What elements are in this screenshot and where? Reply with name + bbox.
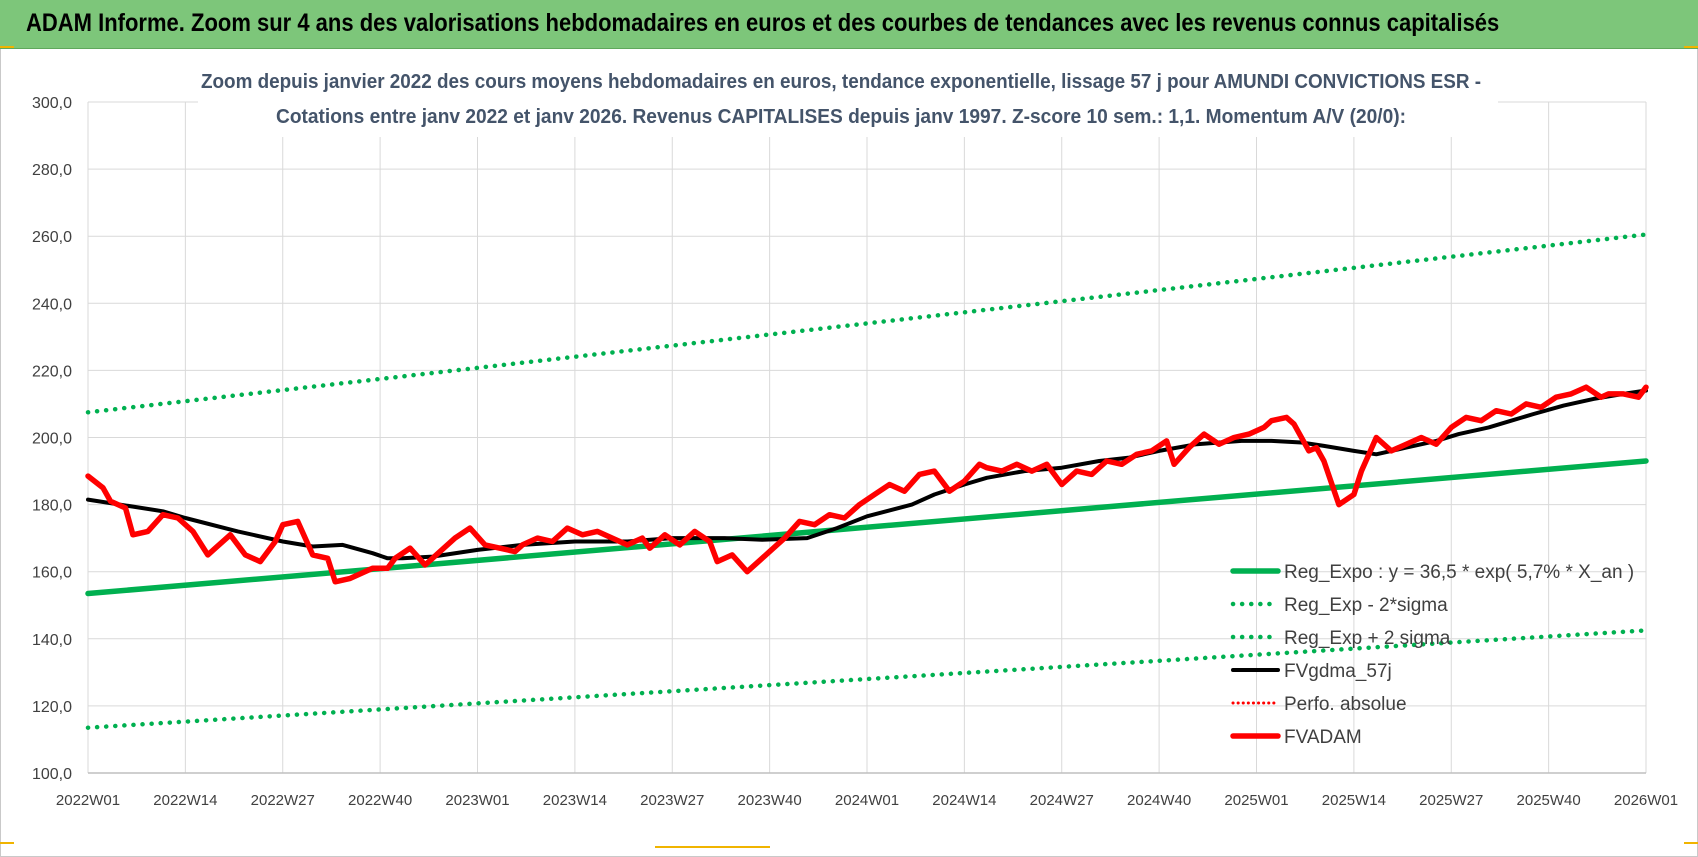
x-tick-label: 2023W01 — [445, 792, 509, 809]
x-tick-label: 2025W01 — [1224, 792, 1288, 809]
y-tick-label: 300,0 — [32, 95, 72, 112]
y-tick-label: 240,0 — [32, 296, 72, 313]
x-tick-label: 2023W14 — [543, 792, 607, 809]
y-tick-label: 220,0 — [32, 363, 72, 380]
x-tick-label: 2024W14 — [932, 792, 996, 809]
x-tick-label: 2022W27 — [251, 792, 315, 809]
series-line-2 — [85, 232, 1649, 415]
x-tick-label: 2025W14 — [1322, 792, 1386, 809]
corner-marker — [0, 842, 14, 844]
series-line-0 — [85, 458, 1649, 597]
y-tick-label: 260,0 — [32, 229, 72, 246]
y-tick-label: 180,0 — [32, 498, 72, 515]
legend-label: Reg_Expo : y = 36,5 * exp( 5,7% * X_an ) — [1284, 562, 1634, 583]
y-tick-label: 120,0 — [32, 699, 72, 716]
x-tick-label: 2024W01 — [835, 792, 899, 809]
legend-label: Reg_Exp - 2*sigma — [1284, 595, 1448, 616]
corner-marker — [1684, 842, 1698, 844]
report-title: ADAM Informe. Zoom sur 4 ans des valoris… — [26, 9, 1500, 37]
corner-marker — [1684, 46, 1698, 48]
y-tick-label: 100,0 — [32, 766, 72, 783]
y-tick-label: 160,0 — [32, 565, 72, 582]
x-tick-label: 2025W27 — [1419, 792, 1483, 809]
x-tick-label: 2023W40 — [738, 792, 802, 809]
x-tick-label: 2024W27 — [1030, 792, 1094, 809]
report-banner: ADAM Informe. Zoom sur 4 ans des valoris… — [0, 0, 1698, 49]
legend-label: FVADAM — [1284, 727, 1362, 748]
legend-label: FVgdma_57j — [1284, 661, 1392, 682]
x-tick-label: 2022W14 — [153, 792, 217, 809]
corner-marker — [655, 846, 770, 848]
y-tick-label: 200,0 — [32, 431, 72, 448]
chart-title-line: Zoom depuis janvier 2022 des cours moyen… — [201, 71, 1481, 93]
x-tick-label: 2022W40 — [348, 792, 412, 809]
chart-title-line: Cotations entre janv 2022 et janv 2026. … — [276, 106, 1406, 128]
legend-label: Perfo. absolue — [1284, 694, 1407, 715]
x-tick-label: 2022W01 — [56, 792, 120, 809]
series-line-1 — [85, 628, 1649, 730]
y-tick-label: 140,0 — [32, 632, 72, 649]
chart-title-background — [198, 62, 1498, 137]
x-tick-label: 2023W27 — [640, 792, 704, 809]
x-tick-label: 2024W40 — [1127, 792, 1191, 809]
series-line-5 — [85, 384, 1649, 585]
y-tick-label: 280,0 — [32, 162, 72, 179]
x-tick-label: 2026W01 — [1614, 792, 1678, 809]
legend-label: Reg_Exp + 2 sigma — [1284, 628, 1451, 649]
x-tick-label: 2025W40 — [1517, 792, 1581, 809]
corner-marker — [0, 46, 14, 48]
